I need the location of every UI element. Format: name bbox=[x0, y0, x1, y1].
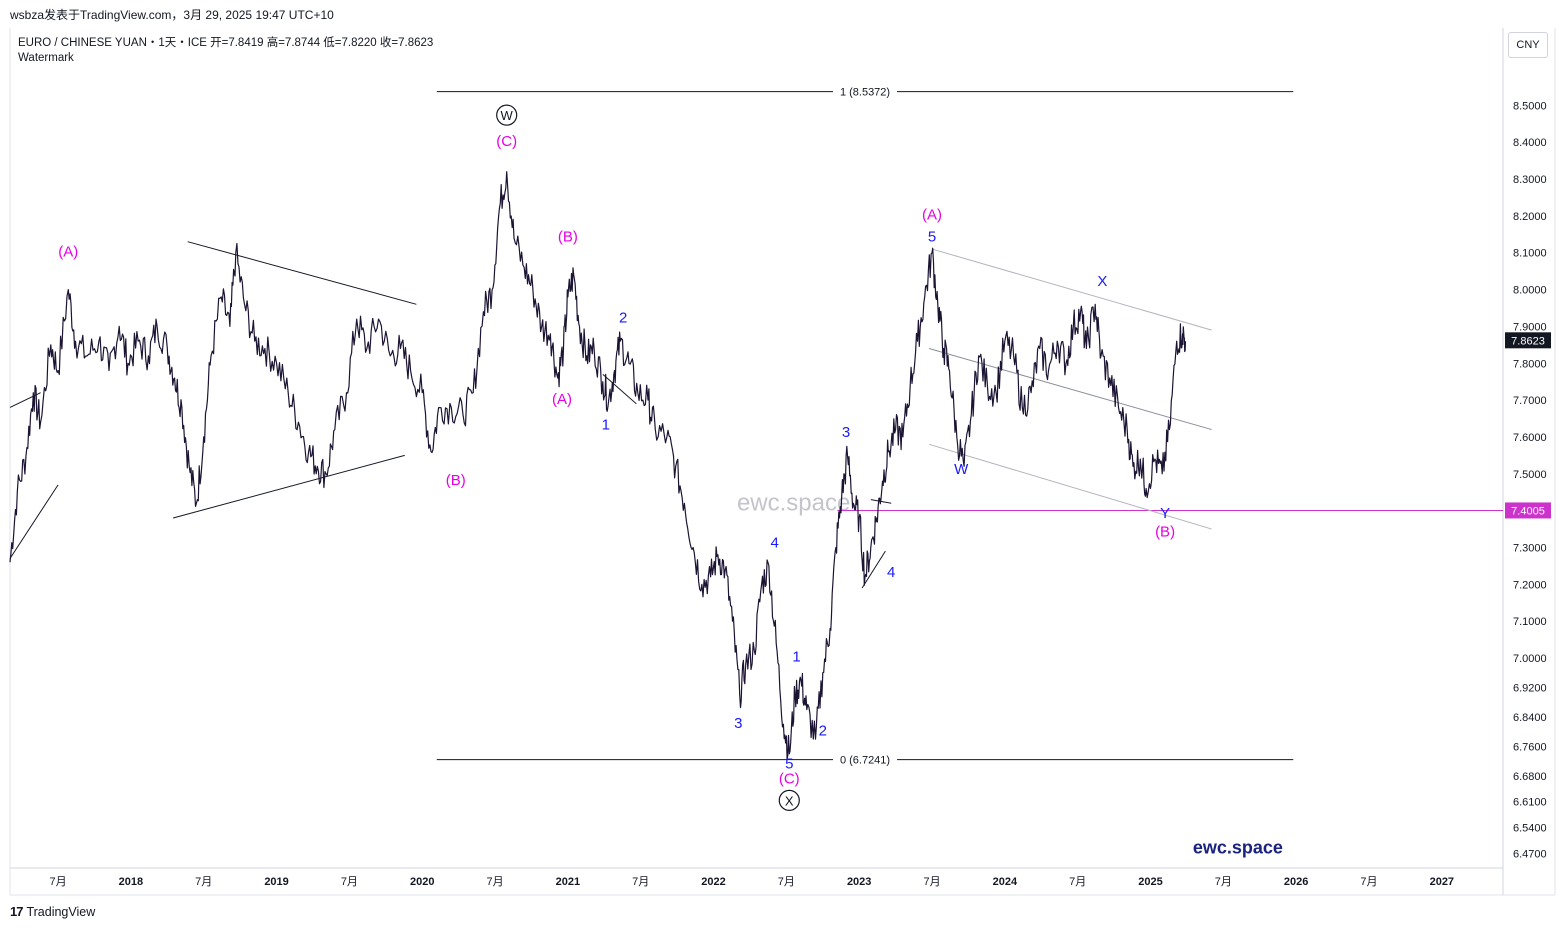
x-tick-label: 7月 bbox=[341, 876, 358, 888]
trendline bbox=[861, 550, 886, 589]
x-tick-label: 2025 bbox=[1138, 876, 1162, 888]
wave-label: (A) bbox=[552, 391, 572, 408]
wave-circle bbox=[496, 104, 518, 126]
x-tick-label: 2024 bbox=[993, 876, 1018, 888]
trendline bbox=[928, 443, 1212, 530]
x-tick-label: 2026 bbox=[1284, 876, 1308, 888]
y-tick-label: 6.7600 bbox=[1513, 741, 1547, 753]
wave-label: 1 bbox=[792, 649, 800, 666]
support-level-badge-bg bbox=[1505, 502, 1551, 519]
y-tick-label: 7.9000 bbox=[1513, 321, 1547, 333]
y-tick-label: 6.4700 bbox=[1513, 848, 1547, 860]
trendline bbox=[173, 454, 405, 519]
fib-level-label: 0 (6.7241) bbox=[840, 755, 890, 767]
y-tick-label: 8.2000 bbox=[1513, 211, 1547, 223]
x-tick-label: 2019 bbox=[264, 876, 288, 888]
wave-label: 5 bbox=[785, 756, 793, 773]
x-tick-label: 7月 bbox=[486, 876, 503, 888]
support-level-badge: 7.4005 bbox=[1511, 505, 1545, 517]
y-tick-label: 7.8000 bbox=[1513, 358, 1547, 370]
wave-label: 2 bbox=[819, 722, 827, 739]
tradingview-icon: 17 bbox=[10, 904, 24, 919]
x-tick-label: 7月 bbox=[1069, 876, 1086, 888]
trendline bbox=[602, 373, 637, 405]
wave-label: (A) bbox=[58, 243, 78, 260]
watermark-label: Watermark bbox=[18, 52, 74, 64]
price-line bbox=[9, 171, 1187, 760]
x-tick-label: 2023 bbox=[847, 876, 871, 888]
fib-level-label: 1 (8.5372) bbox=[840, 87, 890, 99]
x-tick-label: 2027 bbox=[1430, 876, 1454, 888]
wave-label: (B) bbox=[1155, 523, 1175, 540]
wave-label: 2 bbox=[619, 310, 627, 327]
x-tick-label: 2018 bbox=[119, 876, 143, 888]
y-tick-label: 6.9200 bbox=[1513, 682, 1547, 694]
x-tick-label: 7月 bbox=[1360, 876, 1377, 888]
ewc-brand-label: ewc.space bbox=[1193, 837, 1283, 857]
x-tick-label: 7月 bbox=[923, 876, 940, 888]
y-tick-label: 7.2000 bbox=[1513, 579, 1547, 591]
wave-label: X bbox=[785, 793, 794, 808]
tradingview-logo[interactable]: 17 TradingView bbox=[10, 904, 95, 919]
trendline bbox=[928, 348, 1212, 431]
currency-button[interactable]: CNY bbox=[1508, 32, 1548, 58]
x-tick-label: 7月 bbox=[50, 876, 67, 888]
wave-label: W bbox=[954, 461, 969, 478]
trendline bbox=[187, 241, 417, 305]
fib-label-bg bbox=[833, 752, 898, 767]
x-tick-label: 2021 bbox=[556, 876, 580, 888]
publisher-line: wsbza发表于TradingView.com，3月 29, 2025 19:4… bbox=[10, 8, 334, 22]
y-tick-label: 7.0000 bbox=[1513, 653, 1547, 665]
wave-label: X bbox=[1097, 273, 1107, 290]
trendline bbox=[9, 392, 41, 408]
trendline bbox=[9, 484, 59, 559]
y-tick-label: 7.5000 bbox=[1513, 469, 1547, 481]
trendline bbox=[931, 248, 1212, 331]
y-tick-label: 7.7000 bbox=[1513, 395, 1547, 407]
x-tick-label: 7月 bbox=[195, 876, 212, 888]
wave-label: (C) bbox=[779, 770, 800, 787]
wave-label: 3 bbox=[842, 424, 850, 441]
wave-circle bbox=[778, 789, 800, 811]
symbol-info[interactable]: EURO / CHINESE YUAN・1天・ICE 开=7.8419 高=7.… bbox=[18, 37, 434, 49]
y-tick-label: 8.5000 bbox=[1513, 100, 1547, 112]
x-tick-label: 2022 bbox=[701, 876, 725, 888]
wave-label: 4 bbox=[771, 534, 779, 551]
wave-label: Y bbox=[1160, 505, 1170, 522]
y-tick-label: 8.3000 bbox=[1513, 174, 1547, 186]
wave-label: (B) bbox=[558, 229, 578, 246]
ewc-watermark: ewc.space bbox=[737, 490, 850, 517]
last-price-badge-bg bbox=[1505, 332, 1551, 349]
x-tick-label: 7月 bbox=[632, 876, 649, 888]
y-tick-label: 8.4000 bbox=[1513, 137, 1547, 149]
wave-label: 1 bbox=[602, 417, 610, 434]
wave-label: W bbox=[501, 108, 514, 123]
wave-label: 3 bbox=[734, 715, 742, 732]
y-tick-label: 8.1000 bbox=[1513, 248, 1547, 260]
tradingview-logo-text: TradingView bbox=[26, 904, 96, 919]
wave-label: (A) bbox=[922, 207, 942, 224]
x-tick-label: 2020 bbox=[410, 876, 434, 888]
y-tick-label: 6.8400 bbox=[1513, 712, 1547, 724]
last-price-badge: 7.8623 bbox=[1511, 335, 1545, 347]
wave-label: 5 bbox=[928, 229, 936, 246]
wave-label: 4 bbox=[887, 564, 895, 581]
y-tick-label: 7.6000 bbox=[1513, 432, 1547, 444]
y-tick-label: 7.3000 bbox=[1513, 542, 1547, 554]
x-tick-label: 7月 bbox=[1215, 876, 1232, 888]
wave-label: (B) bbox=[446, 472, 466, 489]
y-tick-label: 6.6100 bbox=[1513, 797, 1547, 809]
x-tick-label: 7月 bbox=[778, 876, 795, 888]
y-tick-label: 6.6800 bbox=[1513, 771, 1547, 783]
fib-label-bg bbox=[833, 84, 898, 99]
y-tick-label: 8.0000 bbox=[1513, 285, 1547, 297]
y-tick-label: 6.5400 bbox=[1513, 822, 1547, 834]
wave-label: (C) bbox=[496, 133, 517, 150]
y-tick-label: 7.1000 bbox=[1513, 616, 1547, 628]
